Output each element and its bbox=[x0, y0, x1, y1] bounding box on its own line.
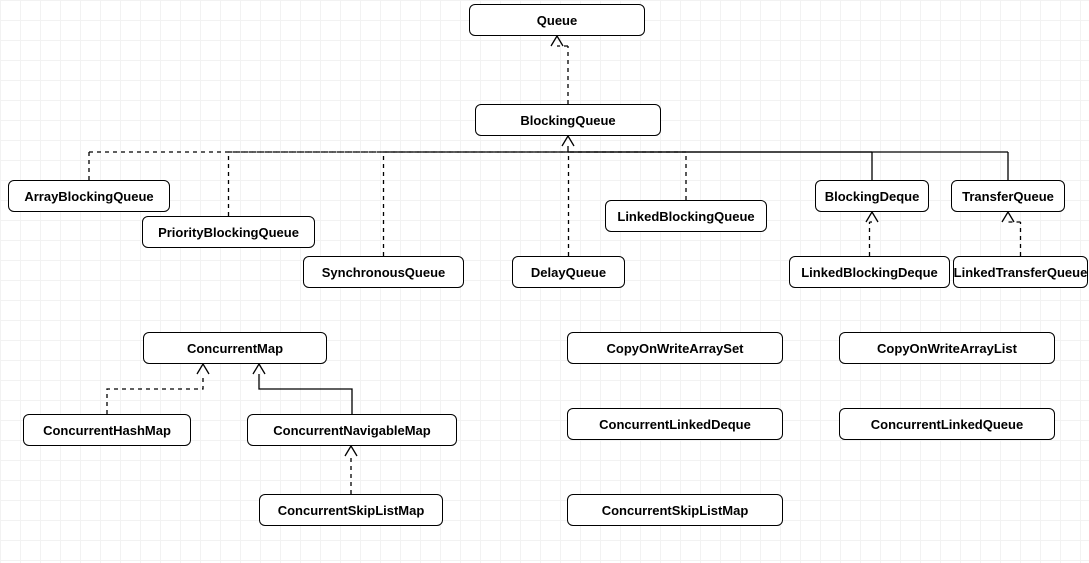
node-arrayblockingqueue: ArrayBlockingQueue bbox=[8, 180, 170, 212]
node-concurrentmap: ConcurrentMap bbox=[143, 332, 327, 364]
node-concurrentskiplist2: ConcurrentSkipListMap bbox=[567, 494, 783, 526]
node-queue: Queue bbox=[469, 4, 645, 36]
node-synchronousqueue: SynchronousQueue bbox=[303, 256, 464, 288]
node-copyonwritearraylist: CopyOnWriteArrayList bbox=[839, 332, 1055, 364]
node-copyonwritearrayset: CopyOnWriteArraySet bbox=[567, 332, 783, 364]
node-concurrentskiplist1: ConcurrentSkipListMap bbox=[259, 494, 443, 526]
node-priorityblockingqueue: PriorityBlockingQueue bbox=[142, 216, 315, 248]
node-linkedtransferqueue: LinkedTransferQueue bbox=[953, 256, 1088, 288]
node-concurrentlinkeddeque: ConcurrentLinkedDeque bbox=[567, 408, 783, 440]
node-linkedblockingqueue: LinkedBlockingQueue bbox=[605, 200, 767, 232]
node-concurrentnavmap: ConcurrentNavigableMap bbox=[247, 414, 457, 446]
node-blockingdeque: BlockingDeque bbox=[815, 180, 929, 212]
node-linkedblockingdeque: LinkedBlockingDeque bbox=[789, 256, 950, 288]
node-concurrentlinkedqueue: ConcurrentLinkedQueue bbox=[839, 408, 1055, 440]
node-concurrenthashmap: ConcurrentHashMap bbox=[23, 414, 191, 446]
diagram-canvas: Queue BlockingQueue ArrayBlockingQueue Prio… bbox=[0, 0, 1089, 563]
node-transferqueue: TransferQueue bbox=[951, 180, 1065, 212]
node-blockingqueue: BlockingQueue bbox=[475, 104, 661, 136]
node-delayqueue: DelayQueue bbox=[512, 256, 625, 288]
